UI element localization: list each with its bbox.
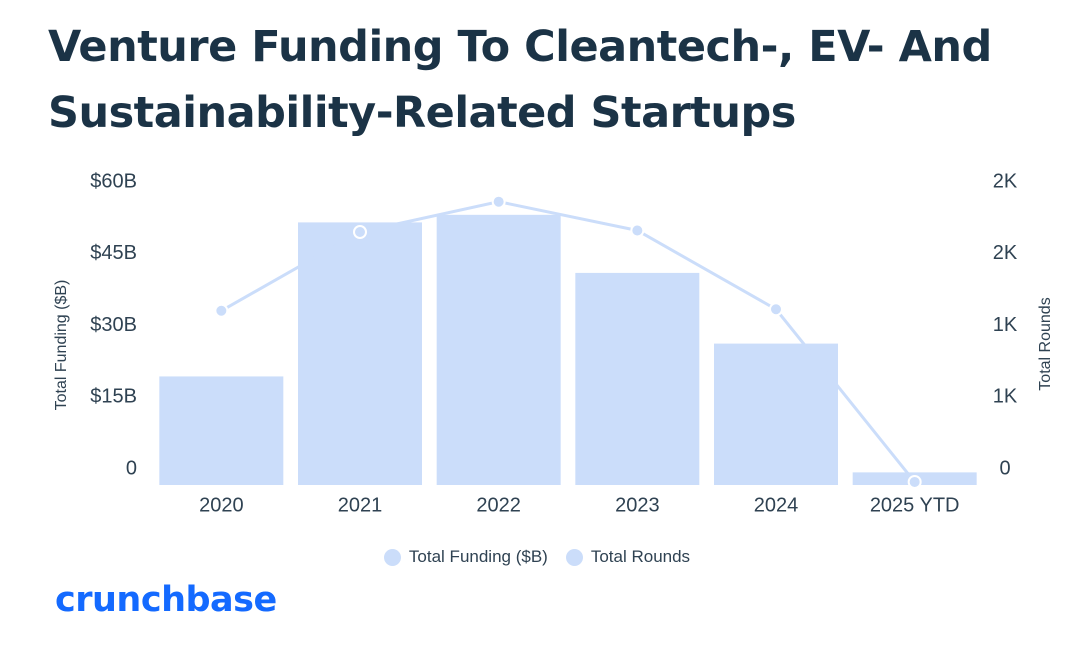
x-tick-label: 2023 [615,494,660,516]
rounds-point-2022[interactable] [491,194,506,209]
rounds-point-2025-ytd[interactable] [907,474,922,489]
x-tick-label: 2022 [476,494,521,516]
right-axis-title: Total Rounds [1037,297,1054,390]
left-axis: 0 $15B $30B $45B $60B [90,170,137,479]
left-tick-label: $15B [90,386,137,408]
chart-title: Venture Funding To Cleantech-, EV- And S… [48,22,992,138]
bar-2024[interactable] [714,343,838,485]
rounds-point-2021[interactable] [353,224,367,239]
right-tick-label: 2K [993,170,1018,192]
legend-funding-dot [383,548,401,566]
right-tick-label: 0 [999,457,1010,479]
legend: Total Funding ($B) Total Rounds [0,547,1074,567]
left-tick-label: $60B [90,170,137,192]
bar-2023[interactable] [575,272,700,485]
legend-item-funding[interactable]: Total Funding ($B) [383,547,548,567]
x-tick-label: 2024 [754,494,799,516]
bars-group [159,214,977,485]
x-axis: 2020 2021 2022 2023 2024 2025 YTD [199,494,959,516]
legend-rounds-label: Total Rounds [590,547,691,566]
bar-2021[interactable] [298,222,422,485]
rounds-point-2020[interactable] [214,303,229,318]
legend-item-rounds[interactable]: Total Rounds [565,547,691,567]
points-group [214,194,922,489]
x-tick-label: 2021 [338,494,383,516]
legend-rounds-dot [565,548,583,566]
bar-2020[interactable] [159,376,284,485]
legend-funding-label: Total Funding ($B) [408,547,548,566]
crunchbase-logo: crunchbase [55,580,277,620]
right-tick-label: 2K [993,242,1018,264]
left-tick-label: $30B [90,314,137,336]
right-tick-label: 1K [993,314,1018,336]
left-tick-label: 0 [126,457,137,479]
right-tick-label: 1K [993,386,1018,408]
x-tick-label: 2020 [199,494,244,516]
bar-2022[interactable] [436,214,561,485]
rounds-point-2024[interactable] [769,302,783,317]
chart: 0 $15B $30B $45B $60B 0 1K 1K 2K 2K 2020 2021 2022… [53,170,1054,516]
x-tick-label: 2025 YTD [870,494,960,516]
rounds-point-2023[interactable] [630,223,645,238]
rounds-line [220,200,916,483]
right-axis: 0 1K 1K 2K 2K [993,170,1018,479]
left-axis-title: Total Funding ($B) [53,280,70,411]
left-tick-label: $45B [90,242,137,264]
